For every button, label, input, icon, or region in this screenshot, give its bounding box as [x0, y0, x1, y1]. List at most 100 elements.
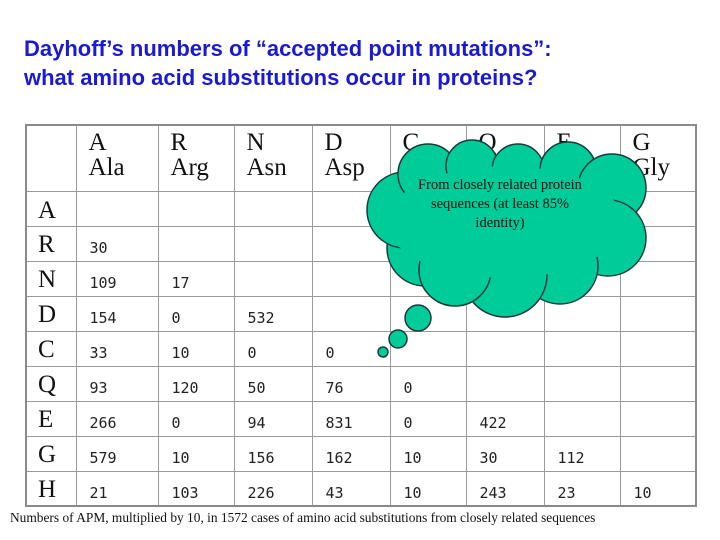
table-cell — [619, 435, 697, 472]
table-row: R 30 — [25, 225, 697, 262]
row-letter: G — [38, 440, 57, 468]
column-header: G Gly — [619, 124, 697, 192]
apm-table: A Ala R Arg N Asn D Asp C Q E G Gly A R 30 N 109 17 D 154 0 53… — [25, 124, 697, 507]
row-header: N — [25, 260, 77, 297]
table-cell — [389, 330, 467, 367]
row-header: Q — [25, 365, 77, 402]
row-letter: H — [38, 475, 57, 503]
row-header: C — [25, 330, 77, 367]
table-cell — [233, 260, 313, 297]
table-cell — [465, 330, 545, 367]
table-cell: 156 — [233, 435, 313, 472]
table-cell — [233, 225, 313, 262]
table-cell: 76 — [311, 365, 391, 402]
column-name: Asp — [324, 154, 365, 181]
apm-table-container: A Ala R Arg N Asn D Asp C Q E G Gly A R 30 N 109 17 D 154 0 53… — [25, 124, 697, 507]
table-row: A — [25, 190, 697, 227]
column-letter: E — [556, 129, 572, 156]
table-cell: 226 — [233, 470, 313, 507]
column-name: Gly — [632, 154, 671, 181]
row-header: E — [25, 400, 77, 437]
table-cell: 120 — [157, 365, 235, 402]
row-letter: C — [38, 335, 55, 363]
column-header: D Asp — [311, 124, 391, 192]
table-row: C 33 10 0 0 — [25, 330, 697, 367]
table-cell: 10 — [157, 330, 235, 367]
table-cell — [465, 295, 545, 332]
row-letter: N — [38, 265, 57, 293]
column-letter: A — [88, 129, 107, 156]
table-cell — [75, 190, 159, 227]
table-cell: 33 — [75, 330, 159, 367]
table-cell — [543, 365, 621, 402]
table-row: H 21 103 226 43 10 243 23 10 — [25, 470, 697, 507]
table-cell — [311, 260, 391, 297]
table-cell: 10 — [619, 470, 697, 507]
table-row: Q 93 120 50 76 0 — [25, 365, 697, 402]
table-cell: 0 — [389, 365, 467, 402]
table-cell: 0 — [157, 400, 235, 437]
table-cell: 50 — [233, 365, 313, 402]
row-letter: Q — [38, 370, 57, 398]
table-cell: 17 — [157, 260, 235, 297]
column-letter: N — [246, 129, 265, 156]
table-cell — [619, 330, 697, 367]
row-letter: R — [38, 230, 55, 258]
table-row: G 579 10 156 162 10 30 112 — [25, 435, 697, 472]
table-cell: 532 — [233, 295, 313, 332]
table-cell: 112 — [543, 435, 621, 472]
table-cell — [465, 365, 545, 402]
title-line-2: what amino acid substitutions occur in p… — [24, 65, 538, 90]
caption: Numbers of APM, multiplied by 10, in 157… — [10, 510, 596, 525]
table-cell — [619, 365, 697, 402]
table-cell: 21 — [75, 470, 159, 507]
column-letter: C — [402, 129, 420, 156]
table-cell: 162 — [311, 435, 391, 472]
table-cell: 10 — [389, 470, 467, 507]
table-cell — [619, 225, 697, 262]
column-letter: D — [324, 129, 343, 156]
table-cell: 94 — [233, 400, 313, 437]
row-letter: A — [38, 196, 57, 224]
table-row: D 154 0 532 — [25, 295, 697, 332]
callout-text: From closely related protein sequences (… — [418, 177, 582, 231]
corner-cell — [25, 124, 77, 192]
table-cell: 154 — [75, 295, 159, 332]
column-name: Ala — [88, 154, 125, 181]
table-cell — [389, 260, 467, 297]
table-row: E 266 0 94 831 0 422 — [25, 400, 697, 437]
row-header: R — [25, 225, 77, 262]
table-cell: 266 — [75, 400, 159, 437]
row-header: G — [25, 435, 77, 472]
table-cell: 422 — [465, 400, 545, 437]
column-letter: R — [170, 129, 188, 156]
table-cell — [543, 330, 621, 367]
table-cell: 30 — [465, 435, 545, 472]
table-row: N 109 17 — [25, 260, 697, 297]
title-line-1: Dayhoff’s numbers of “accepted point mut… — [24, 36, 552, 61]
table-cell: 10 — [389, 435, 467, 472]
table-cell — [311, 190, 391, 227]
table-cell: 243 — [465, 470, 545, 507]
table-cell: 0 — [389, 400, 467, 437]
table-cell: 831 — [311, 400, 391, 437]
column-header: R Arg — [157, 124, 235, 192]
column-header: N Asn — [233, 124, 313, 192]
table-cell — [619, 190, 697, 227]
table-cell: 579 — [75, 435, 159, 472]
table-cell — [311, 225, 391, 262]
table-cell — [619, 260, 697, 297]
column-name: Arg — [170, 154, 209, 181]
header-row: A Ala R Arg N Asn D Asp C Q E G Gly — [25, 124, 697, 192]
table-cell — [619, 295, 697, 332]
table-cell: 30 — [75, 225, 159, 262]
row-header: H — [25, 470, 77, 507]
table-cell — [619, 400, 697, 437]
row-letter: E — [38, 405, 54, 433]
table-cell: 23 — [543, 470, 621, 507]
column-letter: G — [632, 129, 651, 156]
row-letter: D — [38, 300, 57, 328]
table-cell: 93 — [75, 365, 159, 402]
row-header: A — [25, 190, 77, 227]
table-cell: 10 — [157, 435, 235, 472]
